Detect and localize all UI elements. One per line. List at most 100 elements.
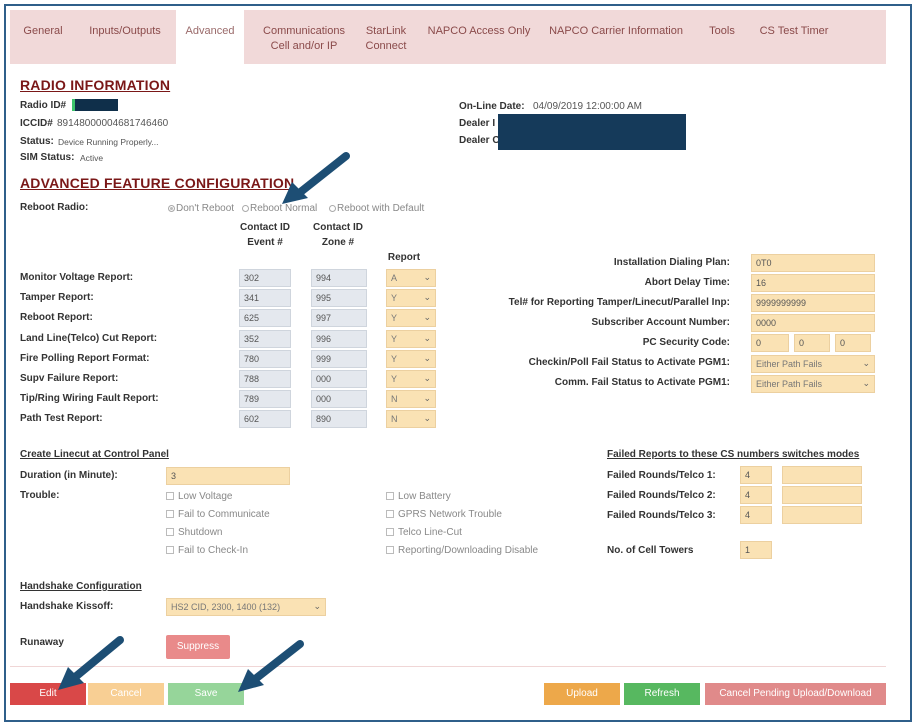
- checkbox-icon: [386, 510, 394, 518]
- radio-selected-icon: [168, 205, 175, 212]
- status-value: Device Running Properly...: [58, 137, 159, 147]
- tab-starlink-connect[interactable]: StarLink Connect: [365, 25, 407, 52]
- tab-tools[interactable]: Tools: [709, 25, 735, 37]
- checkbox-icon: [386, 546, 394, 554]
- zone-input[interactable]: 996: [311, 330, 367, 348]
- chevron-down-icon: ⌄: [423, 333, 431, 343]
- zone-input[interactable]: 000: [311, 370, 367, 388]
- handshake-kissoff-select[interactable]: HS2 CID, 2300, 1400 (132) ⌄: [166, 598, 326, 616]
- failed-rounds-extra-input[interactable]: [782, 466, 862, 484]
- zone-input[interactable]: 997: [311, 309, 367, 327]
- failed-rounds-input[interactable]: 4: [740, 486, 772, 504]
- pc-security-input-2[interactable]: 0: [794, 334, 830, 352]
- chevron-down-icon: ⌄: [423, 393, 431, 403]
- tab-cs-test-timer[interactable]: CS Test Timer: [759, 25, 829, 37]
- report-select[interactable]: A ⌄: [386, 269, 436, 287]
- cell-towers-input[interactable]: 1: [740, 541, 772, 559]
- cancel-pending-button[interactable]: Cancel Pending Upload/Download: [705, 683, 886, 705]
- edit-button[interactable]: Edit: [10, 683, 86, 705]
- event-input[interactable]: 302: [239, 269, 291, 287]
- online-date-value: 04/09/2019 12:00:00 AM: [533, 101, 642, 112]
- tab-general[interactable]: General: [23, 25, 63, 37]
- zone-input[interactable]: 000: [311, 390, 367, 408]
- pc-security-input-1[interactable]: 0: [751, 334, 789, 352]
- checkbox-shutdown[interactable]: Shutdown: [166, 527, 222, 538]
- zone-input[interactable]: 995: [311, 289, 367, 307]
- chevron-down-icon: ⌄: [862, 358, 870, 368]
- checkbox-telco-line-cut[interactable]: Telco Line-Cut: [386, 527, 462, 538]
- row-label: Reboot Report:: [20, 312, 93, 323]
- event-input[interactable]: 789: [239, 390, 291, 408]
- tab-inputs-outputs[interactable]: Inputs/Outputs: [89, 25, 161, 37]
- event-input[interactable]: 780: [239, 350, 291, 368]
- checkbox-gprs-network-trouble[interactable]: GPRS Network Trouble: [386, 509, 502, 520]
- event-input[interactable]: 352: [239, 330, 291, 348]
- report-select[interactable]: Y ⌄: [386, 289, 436, 307]
- cell-towers-label: No. of Cell Towers: [607, 545, 694, 556]
- redacted-dealer-info: [498, 114, 686, 150]
- cancel-button[interactable]: Cancel: [88, 683, 164, 705]
- checkbox-low-battery[interactable]: Low Battery: [386, 491, 451, 502]
- zone-input[interactable]: 994: [311, 269, 367, 287]
- failed-rounds-input[interactable]: 4: [740, 466, 772, 484]
- tab-bar: General Inputs/Outputs Advanced Communic…: [10, 10, 886, 64]
- report-select[interactable]: Y ⌄: [386, 309, 436, 327]
- handshake-title: Handshake Configuration: [20, 581, 142, 592]
- zone-input[interactable]: 890: [311, 410, 367, 428]
- event-input[interactable]: 341: [239, 289, 291, 307]
- dialing-plan-input[interactable]: 0T0: [751, 254, 875, 272]
- checkbox-fail-to-check-in[interactable]: Fail to Check-In: [166, 545, 248, 556]
- tab-napco-access-only[interactable]: NAPCO Access Only: [427, 25, 531, 37]
- comm-fail-label: Comm. Fail Status to Activate PGM1:: [554, 377, 730, 388]
- report-select[interactable]: Y ⌄: [386, 330, 436, 348]
- report-select[interactable]: N ⌄: [386, 390, 436, 408]
- upload-button[interactable]: Upload: [544, 683, 620, 705]
- failed-rounds-extra-input[interactable]: [782, 506, 862, 524]
- radio-reboot-with-default[interactable]: Reboot with Default: [329, 203, 424, 214]
- comm-fail-select[interactable]: Either Path Fails ⌄: [751, 375, 875, 393]
- tab-communications[interactable]: Communications Cell and/or IP: [263, 25, 345, 52]
- failed-rounds-label: Failed Rounds/Telco 2:: [607, 490, 716, 501]
- event-input[interactable]: 602: [239, 410, 291, 428]
- checkbox-low-voltage[interactable]: Low Voltage: [166, 491, 233, 502]
- save-button[interactable]: Save: [168, 683, 244, 705]
- zone-input[interactable]: 999: [311, 350, 367, 368]
- iccid-value: 89148000004681746460: [57, 118, 169, 129]
- radio-dont-reboot[interactable]: Don't Reboot: [168, 203, 234, 214]
- failed-rounds-extra-input[interactable]: [782, 486, 862, 504]
- trouble-label: Trouble:: [20, 490, 60, 501]
- refresh-button[interactable]: Refresh: [624, 683, 700, 705]
- checkbox-reporting-downloading-disable[interactable]: Reporting/Downloading Disable: [386, 545, 538, 556]
- chevron-down-icon: ⌄: [423, 272, 431, 282]
- checkin-poll-select[interactable]: Either Path Fails ⌄: [751, 355, 875, 373]
- checkbox-fail-to-communicate[interactable]: Fail to Communicate: [166, 509, 270, 520]
- tab-advanced[interactable]: Advanced: [176, 10, 244, 64]
- radio-reboot-normal[interactable]: Reboot Normal: [242, 203, 317, 214]
- suppress-button[interactable]: Suppress: [166, 635, 230, 659]
- report-select[interactable]: Y ⌄: [386, 370, 436, 388]
- duration-input[interactable]: 3: [166, 467, 290, 485]
- row-label: Land Line(Telco) Cut Report:: [20, 333, 158, 344]
- failed-reports-title: Failed Reports to these CS numbers switc…: [607, 449, 860, 460]
- chevron-down-icon: ⌄: [862, 378, 870, 388]
- col-header-event: Contact ID Event #: [240, 222, 290, 248]
- tel-reporting-input[interactable]: 9999999999: [751, 294, 875, 312]
- chevron-down-icon: ⌄: [423, 312, 431, 322]
- failed-rounds-input[interactable]: 4: [740, 506, 772, 524]
- row-label: Tamper Report:: [20, 292, 94, 303]
- checkbox-icon: [386, 528, 394, 536]
- event-input[interactable]: 788: [239, 370, 291, 388]
- event-input[interactable]: 625: [239, 309, 291, 327]
- pc-security-input-3[interactable]: 0: [835, 334, 871, 352]
- dealer-label-1: Dealer I: [459, 118, 496, 129]
- failed-rounds-label: Failed Rounds/Telco 3:: [607, 510, 716, 521]
- checkbox-icon: [166, 528, 174, 536]
- abort-delay-input[interactable]: 16: [751, 274, 875, 292]
- tab-napco-carrier-information[interactable]: NAPCO Carrier Information: [549, 25, 683, 37]
- report-select[interactable]: Y ⌄: [386, 350, 436, 368]
- report-select[interactable]: N ⌄: [386, 410, 436, 428]
- reboot-radio-label: Reboot Radio:: [20, 202, 89, 213]
- account-number-input[interactable]: 0000: [751, 314, 875, 332]
- col-header-zone: Contact ID Zone #: [313, 222, 363, 248]
- chevron-down-icon: ⌄: [313, 601, 321, 611]
